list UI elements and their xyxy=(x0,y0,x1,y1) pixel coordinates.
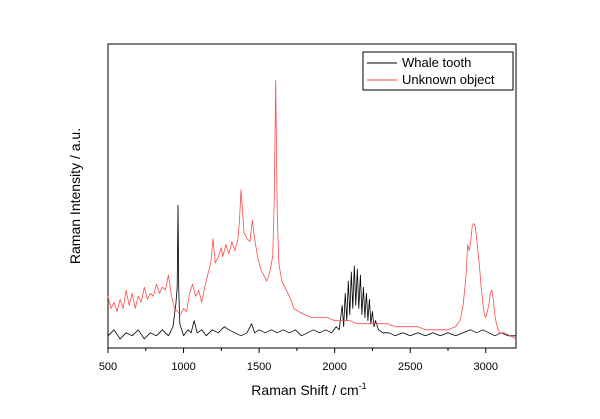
x-tick-label: 2500 xyxy=(398,361,422,373)
x-tick-label: 3000 xyxy=(474,361,498,373)
x-tick-label: 1500 xyxy=(247,361,271,373)
series-line-whale-tooth xyxy=(107,204,516,340)
y-axis-title: Raman Intensity / a.u. xyxy=(67,128,83,264)
x-axis-title-superscript: -1 xyxy=(359,381,367,391)
series-line-unknown-object xyxy=(107,80,517,340)
plot-frame xyxy=(107,43,517,349)
x-axis-title-main: Raman Shift / cm xyxy=(251,382,358,398)
x-tick-label: 500 xyxy=(99,361,117,373)
legend: Whale tooth Unknown object xyxy=(362,51,514,91)
x-tick-label: 2000 xyxy=(322,361,346,373)
legend-label-unknown-object: Unknown object xyxy=(402,72,495,87)
x-axis-title: Raman Shift / cm-1 xyxy=(251,381,366,398)
legend-box xyxy=(362,51,514,91)
x-tick-label: 1000 xyxy=(171,361,195,373)
legend-label-whale-tooth: Whale tooth xyxy=(402,55,471,70)
series-layer xyxy=(107,80,517,340)
x-axis-ticks: 500 1000 1500 2000 2500 3000 xyxy=(99,348,498,373)
